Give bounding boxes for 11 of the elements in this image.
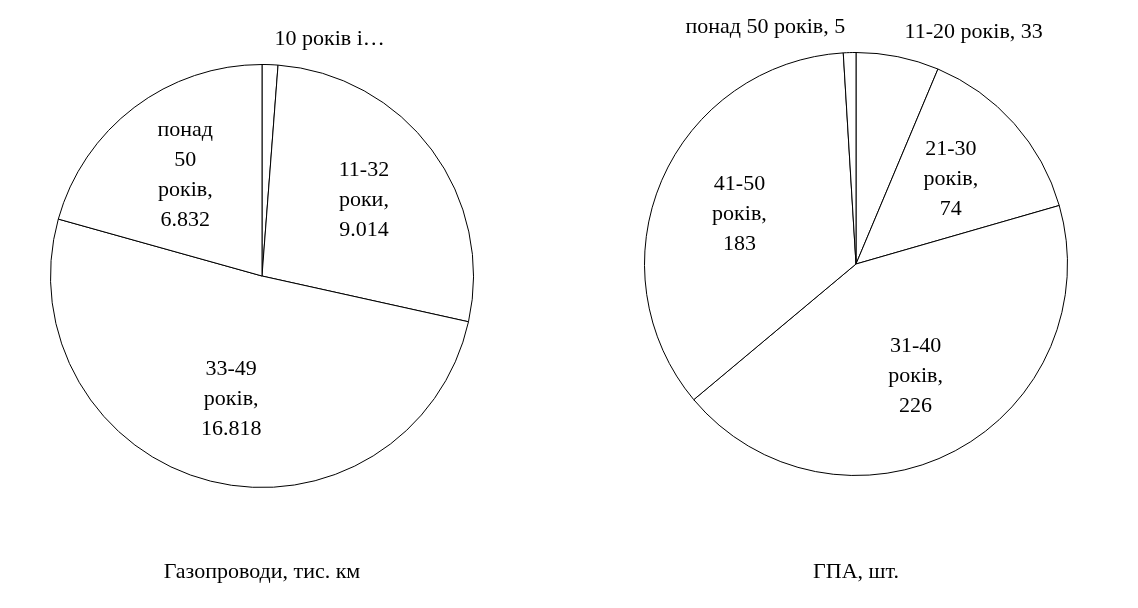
slice-label: понад 50 років, 5	[685, 13, 846, 39]
text: ГПА, шт.	[812, 558, 900, 584]
slice-label: 41-50 років, 183	[712, 169, 767, 255]
slice-label: 10 років і…	[274, 25, 385, 51]
slice-label: 31-40 років, 226	[888, 331, 943, 417]
slice-label: 21-30 років, 74	[923, 135, 979, 221]
slice-label: понад 50 років, 6.832	[157, 115, 214, 231]
slice-label: 11-32 роки, 9.014	[338, 156, 390, 242]
text: Газопроводи, тис. км	[162, 558, 362, 584]
slice-label: 33-49 років, 16.818	[200, 354, 262, 440]
slice-label: 11-20 років, 33	[904, 17, 1043, 43]
